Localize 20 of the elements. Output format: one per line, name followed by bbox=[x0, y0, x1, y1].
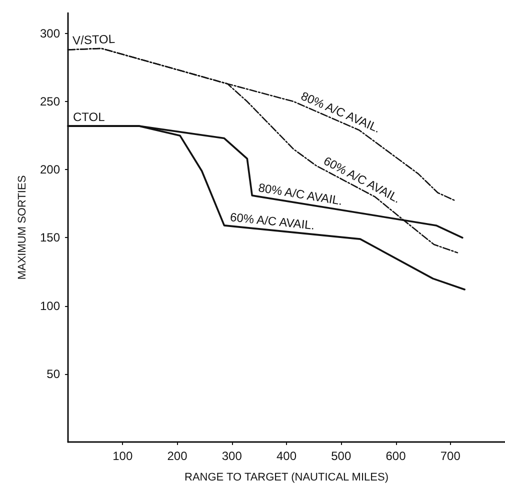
x-tick-label: 100 bbox=[112, 449, 133, 463]
y-tick-label: 150 bbox=[40, 230, 60, 245]
annotation: 80% A/C AVAIL. bbox=[257, 180, 344, 208]
annotation: CTOL bbox=[73, 110, 106, 124]
y-tick-label: 200 bbox=[40, 162, 60, 177]
annotation: 80% A/C AVAIL. bbox=[298, 88, 382, 136]
y-tick-label: 100 bbox=[40, 298, 60, 313]
x-tick-label: 300 bbox=[222, 449, 242, 463]
y-axis-title: MAXIMUM SORTIES bbox=[16, 175, 28, 280]
x-tick-label: 600 bbox=[386, 449, 406, 463]
annotation: V/STOL bbox=[72, 32, 116, 48]
x-tick-label: 400 bbox=[276, 449, 297, 463]
x-tick-label: 500 bbox=[331, 449, 352, 463]
x-axis-title: RANGE TO TARGET (NAUTICAL MILES) bbox=[184, 472, 388, 484]
annotation: 60% A/C AVAIL. bbox=[229, 210, 316, 232]
y-tick-label: 250 bbox=[40, 94, 60, 109]
y-tick-label: 300 bbox=[40, 26, 60, 40]
x-tick-label: 200 bbox=[167, 449, 188, 463]
x-tick-label: 700 bbox=[440, 449, 461, 463]
y-tick-label: 50 bbox=[46, 366, 60, 381]
